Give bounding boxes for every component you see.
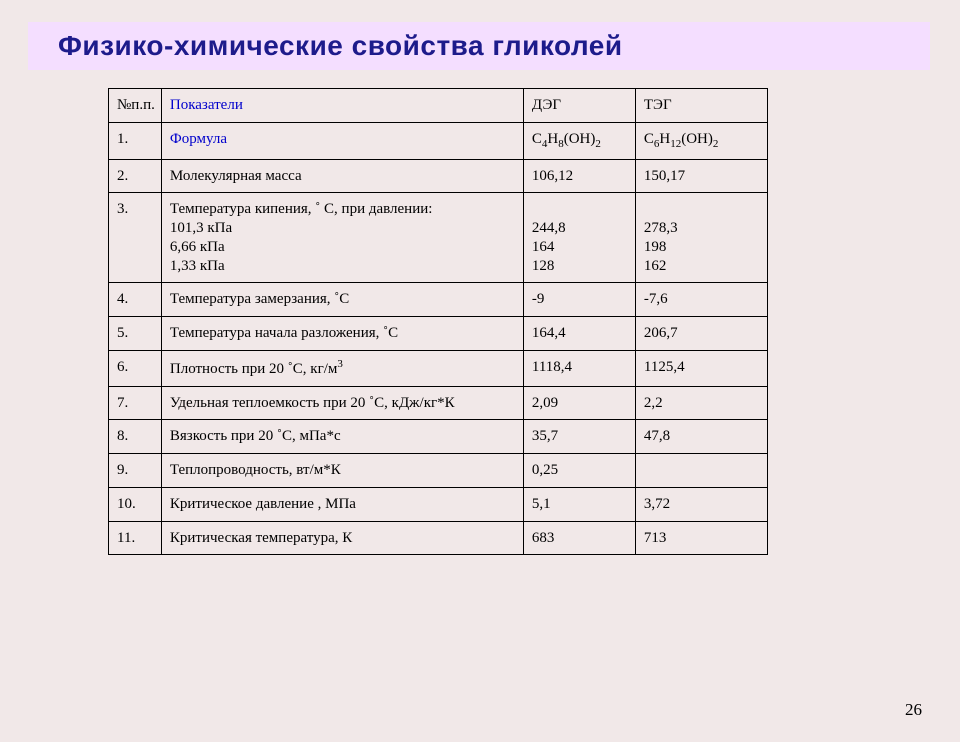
row-number: 5. <box>109 317 162 351</box>
row-deg: C4H8(OH)2 <box>523 122 635 159</box>
row-deg: 164,4 <box>523 317 635 351</box>
table-row: 6.Плотность при 20 ˚C, кг/м31118,41125,4 <box>109 350 768 386</box>
row-param: Формула <box>161 122 523 159</box>
row-param: Молекулярная масса <box>161 159 523 193</box>
row-param: Теплопроводность, вт/м*К <box>161 454 523 488</box>
row-param: Температура кипения, ˚ C, при давлении: … <box>161 193 523 283</box>
row-deg: 683 <box>523 521 635 555</box>
glycol-table-wrapper: №п.п.ПоказателиДЭГТЭГ1.ФормулаC4H8(OH)2C… <box>108 88 960 555</box>
row-teg: C6H12(OH)2 <box>635 122 767 159</box>
row-teg: -7,6 <box>635 283 767 317</box>
row-deg: 1118,4 <box>523 350 635 386</box>
row-teg: 47,8 <box>635 420 767 454</box>
page-number: 26 <box>905 700 922 720</box>
row-teg: 713 <box>635 521 767 555</box>
row-number: 7. <box>109 386 162 420</box>
row-deg: 106,12 <box>523 159 635 193</box>
row-param: Температура замерзания, ˚C <box>161 283 523 317</box>
row-teg: 150,17 <box>635 159 767 193</box>
table-row: 3.Температура кипения, ˚ C, при давлении… <box>109 193 768 283</box>
row-number: 8. <box>109 420 162 454</box>
header-num: №п.п. <box>109 89 162 123</box>
page-title: Физико-химические свойства гликолей <box>58 30 623 62</box>
row-deg: 2,09 <box>523 386 635 420</box>
row-param: Критическое давление , МПа <box>161 487 523 521</box>
row-teg: 1125,4 <box>635 350 767 386</box>
row-number: 6. <box>109 350 162 386</box>
table-row: 5.Температура начала разложения, ˚C164,4… <box>109 317 768 351</box>
row-param: Температура начала разложения, ˚C <box>161 317 523 351</box>
row-teg: 2,2 <box>635 386 767 420</box>
table-row: 11.Критическая температура, К683713 <box>109 521 768 555</box>
header-param: Показатели <box>161 89 523 123</box>
row-param: Плотность при 20 ˚C, кг/м3 <box>161 350 523 386</box>
title-bar: Физико-химические свойства гликолей <box>28 22 930 70</box>
row-deg: 35,7 <box>523 420 635 454</box>
row-param: Вязкость при 20 ˚C, мПа*с <box>161 420 523 454</box>
glycol-table: №п.п.ПоказателиДЭГТЭГ1.ФормулаC4H8(OH)2C… <box>108 88 768 555</box>
row-number: 2. <box>109 159 162 193</box>
row-deg: -9 <box>523 283 635 317</box>
row-number: 4. <box>109 283 162 317</box>
row-teg: 206,7 <box>635 317 767 351</box>
table-row: 9.Теплопроводность, вт/м*К0,25 <box>109 454 768 488</box>
table-row: 8.Вязкость при 20 ˚C, мПа*с35,747,8 <box>109 420 768 454</box>
row-deg: 5,1 <box>523 487 635 521</box>
row-number: 11. <box>109 521 162 555</box>
table-row: 2.Молекулярная масса106,12150,17 <box>109 159 768 193</box>
row-number: 9. <box>109 454 162 488</box>
row-param: Критическая температура, К <box>161 521 523 555</box>
row-param: Удельная теплоемкость при 20 ˚C, кДж/кг*… <box>161 386 523 420</box>
header-deg: ДЭГ <box>523 89 635 123</box>
table-row: 1.ФормулаC4H8(OH)2C6H12(OH)2 <box>109 122 768 159</box>
table-row: 4.Температура замерзания, ˚C-9-7,6 <box>109 283 768 317</box>
header-teg: ТЭГ <box>635 89 767 123</box>
row-teg: 3,72 <box>635 487 767 521</box>
table-row: 7.Удельная теплоемкость при 20 ˚C, кДж/к… <box>109 386 768 420</box>
row-teg <box>635 454 767 488</box>
row-number: 1. <box>109 122 162 159</box>
table-header-row: №п.п.ПоказателиДЭГТЭГ <box>109 89 768 123</box>
row-deg: 0,25 <box>523 454 635 488</box>
row-deg: 244,8 164 128 <box>523 193 635 283</box>
row-number: 10. <box>109 487 162 521</box>
table-row: 10.Критическое давление , МПа5,13,72 <box>109 487 768 521</box>
row-number: 3. <box>109 193 162 283</box>
row-teg: 278,3 198 162 <box>635 193 767 283</box>
